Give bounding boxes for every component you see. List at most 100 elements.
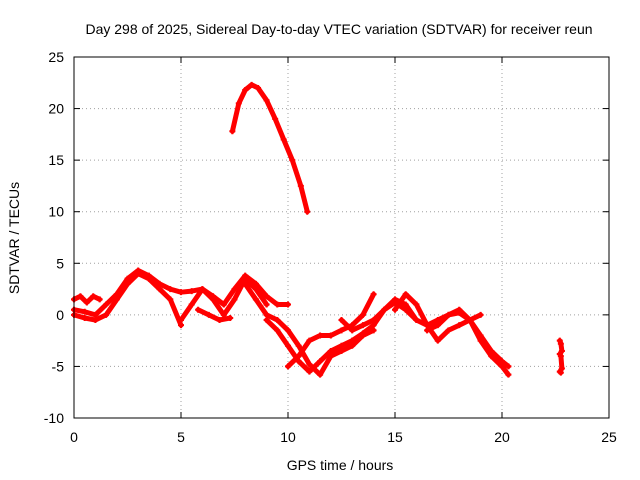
data-point: [349, 337, 356, 344]
data-point: [285, 327, 291, 334]
data-point: [413, 317, 420, 324]
y-tick-label: 25: [48, 49, 64, 65]
data-point: [90, 293, 97, 300]
data-point: [113, 296, 120, 303]
data-point: [272, 115, 279, 122]
data-point: [477, 311, 484, 318]
data-point: [297, 182, 304, 189]
data-point: [306, 361, 313, 368]
data-point: [135, 270, 142, 277]
data-point: [466, 317, 473, 324]
data-point: [229, 128, 236, 135]
data-point: [231, 296, 238, 303]
series-trace: [229, 82, 310, 215]
data-point: [103, 311, 110, 318]
y-tick-label: 20: [48, 101, 64, 117]
data-point: [242, 275, 249, 282]
data-point: [370, 291, 377, 298]
data-point: [289, 157, 296, 164]
data-point: [359, 330, 366, 337]
data-point: [402, 301, 409, 308]
axis-ticks: 0 5 10 15 20 25 -10 -5 0 5 10 15 20 25: [44, 49, 617, 445]
x-tick-label: 20: [494, 429, 510, 445]
y-axis-label: SDTVAR / TECUs: [6, 182, 22, 294]
data-point: [145, 275, 152, 282]
data-point: [304, 208, 311, 215]
data-point: [274, 317, 281, 324]
data-point: [557, 340, 564, 347]
data-point: [285, 363, 291, 370]
data-point: [456, 322, 463, 329]
x-tick-label: 5: [177, 429, 185, 445]
data-point: [280, 136, 287, 143]
y-tick-label: 0: [56, 307, 64, 323]
data-point: [227, 314, 234, 321]
data-point: [295, 353, 302, 360]
data-point: [558, 365, 565, 372]
data-point: [92, 317, 99, 324]
data-point: [424, 322, 431, 329]
y-tick-label: 10: [48, 204, 64, 220]
data-point: [83, 299, 90, 306]
data-point: [178, 289, 184, 296]
series-sat-a: [71, 293, 103, 306]
data-point: [235, 100, 242, 107]
data-point: [124, 280, 131, 287]
data-point: [295, 342, 302, 349]
series-sat-g: [242, 280, 377, 378]
data-point: [285, 301, 291, 308]
data-point: [413, 301, 420, 308]
data-point: [317, 371, 324, 378]
x-tick-label: 0: [70, 429, 78, 445]
x-tick-label: 25: [601, 429, 617, 445]
data-point: [274, 301, 281, 308]
data-point: [338, 317, 345, 324]
data-point: [445, 327, 452, 334]
chart-title: Day 298 of 2025, Sidereal Day-to-day VTE…: [85, 21, 592, 37]
data-point: [263, 301, 270, 308]
plot-frame: [73, 56, 610, 419]
x-tick-label: 10: [280, 429, 296, 445]
data-point: [505, 371, 512, 378]
data-point: [178, 317, 184, 324]
data-point: [317, 332, 324, 339]
data-point: [306, 368, 313, 375]
data-point: [327, 347, 334, 354]
data-point: [456, 306, 463, 313]
data-point: [402, 291, 409, 298]
data-point: [370, 322, 377, 329]
data-point: [248, 81, 255, 88]
data-point: [338, 327, 345, 334]
data-point: [556, 337, 563, 344]
y-tick-label: -10: [44, 410, 64, 426]
data-point: [81, 308, 88, 315]
data-point: [167, 286, 174, 293]
y-tick-label: 5: [56, 255, 64, 271]
data-point: [557, 369, 564, 376]
series-sat-l: [424, 306, 512, 378]
data-point: [434, 337, 441, 344]
data-point: [359, 322, 366, 329]
data-point: [92, 311, 99, 318]
data-point: [81, 314, 88, 321]
data-point: [381, 306, 388, 313]
data-point: [338, 342, 345, 349]
data-point: [199, 286, 206, 293]
series-sat-c: [71, 270, 184, 329]
data-point: [558, 347, 565, 354]
data-point: [445, 311, 452, 318]
data-point: [370, 317, 377, 324]
data-point: [263, 311, 270, 318]
data-point: [178, 322, 184, 329]
data-points: [71, 81, 565, 378]
data-point: [306, 337, 313, 344]
data-point: [434, 322, 441, 329]
data-point: [424, 327, 431, 334]
data-point: [156, 286, 163, 293]
data-point: [242, 280, 249, 287]
series-sat-e: [195, 306, 234, 324]
data-point: [505, 363, 512, 370]
y-tick-label: -5: [52, 358, 65, 374]
data-point: [317, 358, 324, 365]
